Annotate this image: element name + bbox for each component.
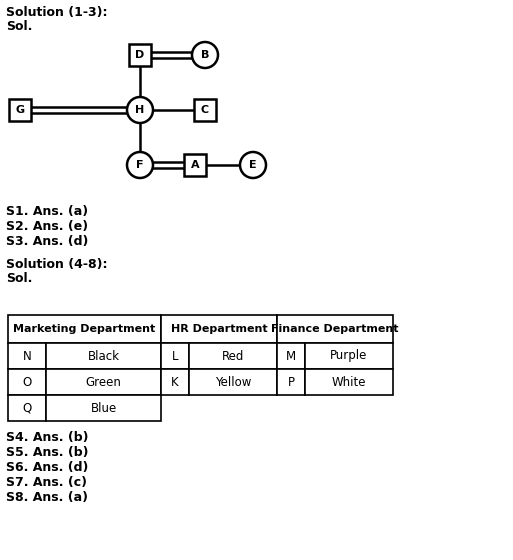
Text: White: White: [332, 376, 366, 389]
Bar: [8, 343, 46, 369]
Text: N: N: [23, 349, 31, 362]
Text: G: G: [15, 105, 25, 115]
Text: Red: Red: [222, 349, 244, 362]
Text: A: A: [191, 160, 200, 170]
Text: Finance Department: Finance Department: [271, 324, 399, 334]
Text: M: M: [286, 349, 296, 362]
Circle shape: [127, 97, 153, 123]
Bar: [277, 369, 305, 395]
Bar: [46, 395, 161, 421]
Circle shape: [240, 152, 266, 178]
Text: L: L: [172, 349, 178, 362]
Bar: [8, 395, 46, 421]
Text: Solution (4-8):: Solution (4-8):: [6, 258, 108, 271]
Text: E: E: [249, 160, 257, 170]
Text: O: O: [23, 376, 32, 389]
Text: H: H: [135, 105, 145, 115]
Bar: [277, 315, 393, 343]
Bar: [305, 343, 393, 369]
Text: Yellow: Yellow: [215, 376, 251, 389]
Bar: [9, 99, 31, 121]
Text: Q: Q: [23, 402, 32, 414]
Text: B: B: [201, 50, 209, 60]
Bar: [46, 343, 161, 369]
Bar: [129, 44, 151, 66]
Text: D: D: [135, 50, 145, 60]
Text: S4. Ans. (b): S4. Ans. (b): [6, 431, 89, 444]
Text: Sol.: Sol.: [6, 20, 32, 33]
Bar: [184, 154, 206, 176]
Text: F: F: [136, 160, 144, 170]
Circle shape: [127, 152, 153, 178]
Bar: [189, 369, 277, 395]
Circle shape: [192, 42, 218, 68]
Bar: [194, 99, 216, 121]
Text: Purple: Purple: [330, 349, 368, 362]
Bar: [8, 315, 161, 343]
Bar: [161, 343, 189, 369]
Text: S3. Ans. (d): S3. Ans. (d): [6, 235, 88, 248]
Text: P: P: [287, 376, 294, 389]
Text: Solution (1-3):: Solution (1-3):: [6, 6, 108, 19]
Bar: [189, 343, 277, 369]
Text: Sol.: Sol.: [6, 272, 32, 285]
Text: S8. Ans. (a): S8. Ans. (a): [6, 491, 88, 504]
Text: S7. Ans. (c): S7. Ans. (c): [6, 476, 87, 489]
Bar: [8, 369, 46, 395]
Bar: [277, 343, 305, 369]
Bar: [46, 369, 161, 395]
Text: Blue: Blue: [90, 402, 116, 414]
Text: S1. Ans. (a): S1. Ans. (a): [6, 205, 88, 218]
Text: Black: Black: [88, 349, 120, 362]
Text: Green: Green: [86, 376, 122, 389]
Text: S2. Ans. (e): S2. Ans. (e): [6, 220, 88, 233]
Text: Marketing Department: Marketing Department: [13, 324, 155, 334]
Bar: [305, 369, 393, 395]
Bar: [161, 315, 277, 343]
Text: HR Department: HR Department: [171, 324, 267, 334]
Text: C: C: [201, 105, 209, 115]
Bar: [161, 369, 189, 395]
Text: K: K: [171, 376, 179, 389]
Text: S5. Ans. (b): S5. Ans. (b): [6, 446, 89, 459]
Text: S6. Ans. (d): S6. Ans. (d): [6, 461, 88, 474]
